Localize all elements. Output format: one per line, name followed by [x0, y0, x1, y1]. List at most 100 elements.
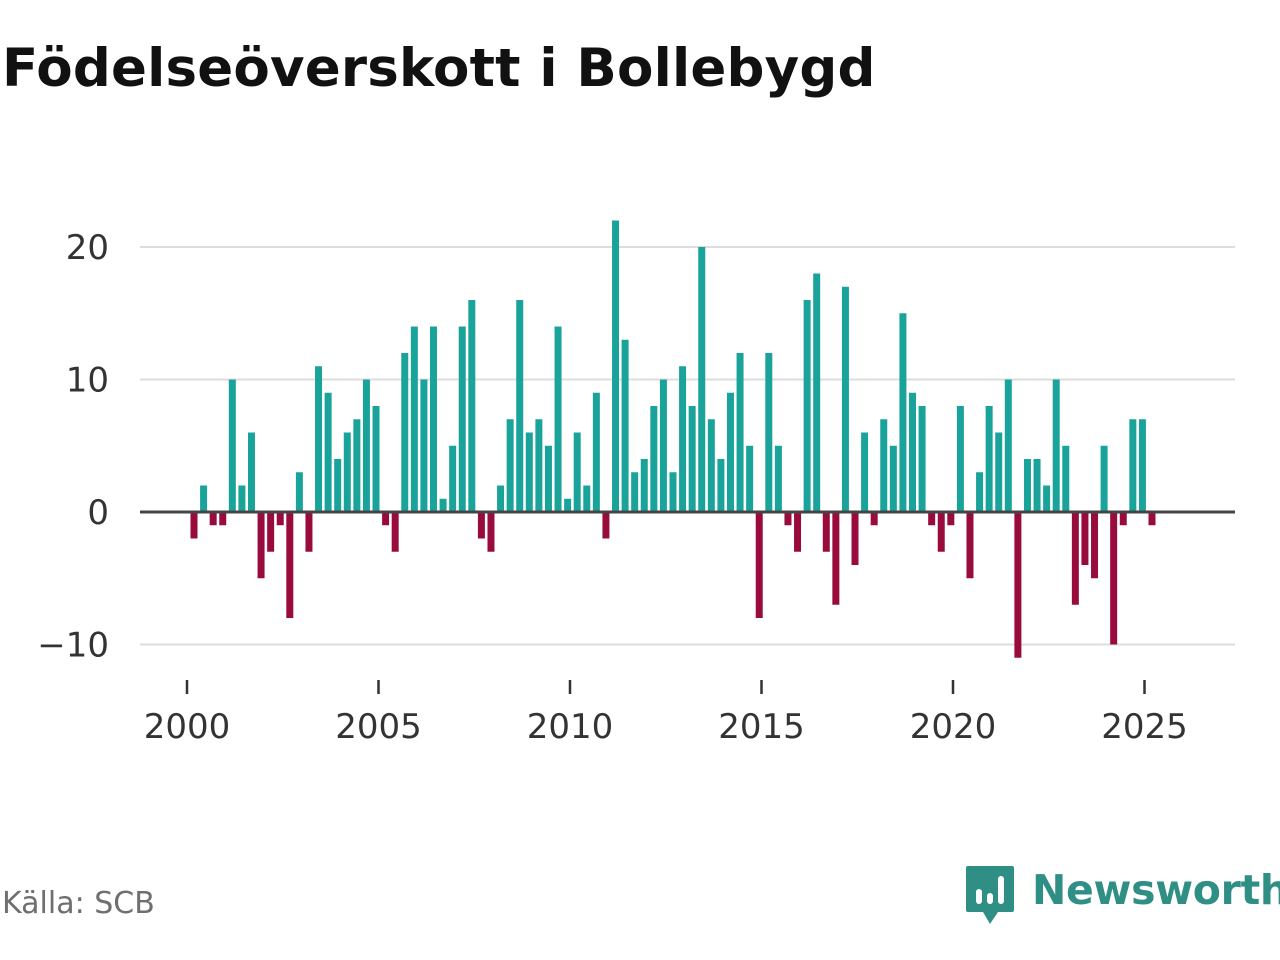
- bar: [1014, 512, 1022, 658]
- bar: [583, 485, 591, 512]
- bar: [544, 445, 552, 512]
- y-tick-label: 0: [87, 493, 109, 533]
- x-tick-label: 2000: [144, 707, 231, 747]
- bar: [1148, 512, 1156, 526]
- bar: [334, 459, 342, 512]
- bar: [841, 286, 849, 512]
- bar: [985, 406, 993, 512]
- bar: [209, 512, 217, 526]
- bar: [1110, 512, 1118, 645]
- bar: [324, 392, 332, 512]
- bar: [430, 326, 437, 512]
- bar: [937, 512, 945, 552]
- bar: [851, 512, 859, 565]
- source-label: Källa: SCB: [2, 886, 155, 921]
- chart-title: Födelseöverskott i Bollebygd: [2, 38, 876, 99]
- x-tick-label: 2005: [335, 707, 422, 747]
- bar: [1129, 419, 1137, 512]
- brand-name: Newsworthy: [1032, 866, 1280, 914]
- bar: [219, 512, 227, 526]
- bar: [765, 353, 773, 512]
- bar: [286, 512, 294, 618]
- bar: [1100, 445, 1108, 512]
- bar: [631, 472, 639, 512]
- bar: [267, 512, 275, 552]
- bar: [506, 419, 514, 512]
- bar: [1062, 445, 1070, 512]
- bar: [391, 512, 399, 552]
- bar: [602, 512, 610, 539]
- y-tick-label: −10: [37, 626, 109, 666]
- bar: [592, 392, 600, 512]
- newsworthy-logo[interactable]: Newsworthy: [964, 864, 1280, 928]
- bar: [382, 512, 390, 526]
- bar: [650, 406, 658, 512]
- bar: [659, 379, 667, 512]
- bar: [899, 313, 907, 512]
- bar: [717, 459, 725, 512]
- bar: [995, 432, 1003, 512]
- gridlines: [140, 246, 1235, 646]
- bar: [190, 512, 198, 539]
- bar: [247, 432, 255, 512]
- bar: [468, 300, 476, 512]
- y-tick-label: 20: [66, 228, 109, 268]
- x-tick-label: 2015: [718, 707, 805, 747]
- y-axis: 20 10 0 −10: [37, 228, 109, 666]
- bar: [458, 326, 466, 512]
- bar: [726, 392, 734, 512]
- bar: [736, 353, 744, 512]
- bar: [918, 406, 926, 512]
- bar: [276, 512, 284, 526]
- bar: [238, 485, 246, 512]
- bar: [353, 419, 361, 512]
- bar: [525, 432, 533, 512]
- bar: [1052, 379, 1060, 512]
- x-tick-label: 2010: [527, 707, 614, 747]
- bar: [535, 419, 543, 512]
- bar: [861, 432, 869, 512]
- bar: [928, 512, 936, 526]
- bar: [966, 512, 974, 579]
- bar: [612, 220, 620, 512]
- bar: [976, 472, 984, 512]
- bar: [707, 419, 715, 512]
- bar: [554, 326, 562, 512]
- bar: [956, 406, 964, 512]
- bar-series: [190, 220, 1156, 658]
- bar: [947, 512, 955, 526]
- bar: [228, 379, 236, 512]
- bar: [449, 445, 457, 512]
- bar: [401, 353, 409, 512]
- bar: [573, 432, 581, 512]
- bar: [880, 419, 888, 512]
- x-axis: 2000 2005 2010 2015 2020 2025: [144, 680, 1188, 747]
- bar: [755, 512, 763, 618]
- bar: [410, 326, 418, 512]
- bar: [200, 485, 208, 512]
- bar: [1023, 459, 1031, 512]
- bar: [1091, 512, 1099, 579]
- bar: [257, 512, 265, 579]
- bar: [362, 379, 370, 512]
- bar: [794, 512, 802, 552]
- bar: [746, 445, 754, 512]
- bar: [909, 392, 916, 512]
- bar: [1043, 485, 1051, 512]
- bar: [487, 512, 495, 552]
- bar: [305, 512, 313, 552]
- x-tick-label: 2025: [1101, 707, 1188, 747]
- bar: [439, 498, 447, 512]
- y-tick-label: 10: [66, 361, 109, 401]
- bar: [1138, 419, 1146, 512]
- bar: [822, 512, 830, 552]
- bar: [516, 300, 524, 512]
- bar: [315, 366, 323, 512]
- newsworthy-logo-icon: [966, 866, 1014, 924]
- bar: [784, 512, 792, 526]
- bar: [813, 273, 821, 512]
- bar: [889, 445, 897, 512]
- bar: [1081, 512, 1089, 565]
- bar: [621, 339, 629, 512]
